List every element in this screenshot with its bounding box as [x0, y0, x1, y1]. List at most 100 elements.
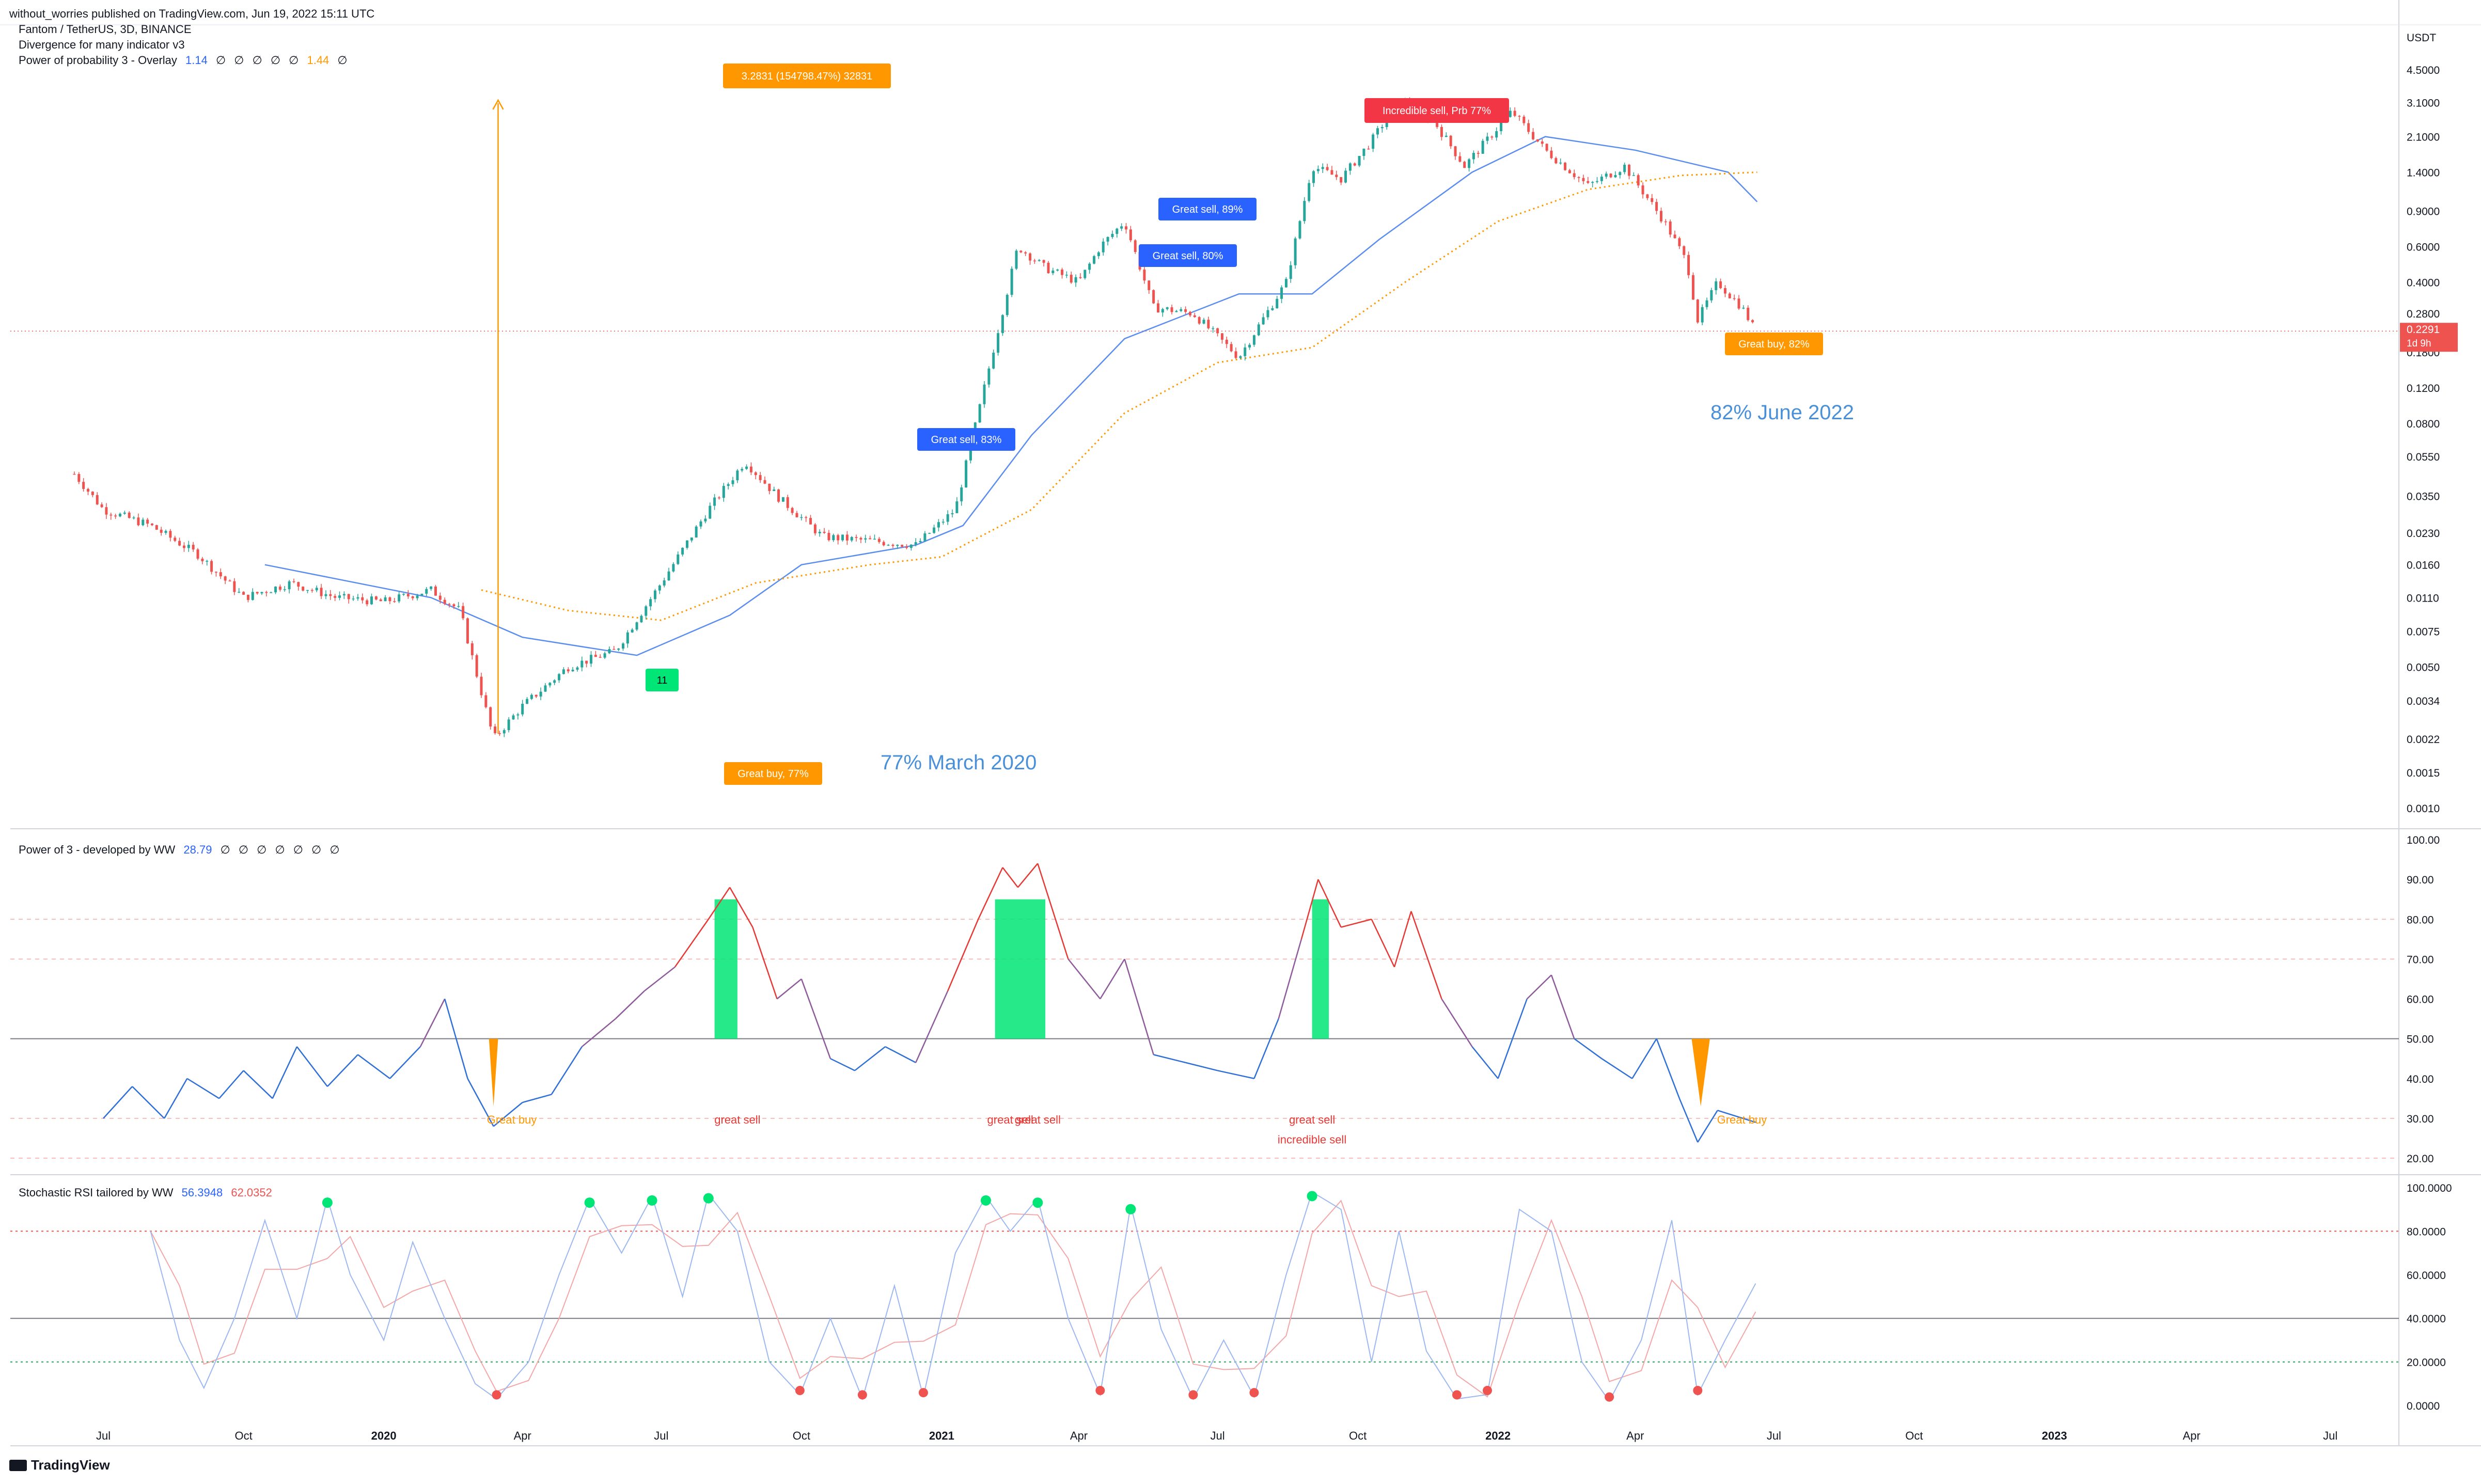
candle-body: [827, 533, 830, 541]
candle-body: [832, 535, 835, 541]
candle-body: [1362, 148, 1365, 156]
candle-body: [462, 606, 465, 619]
signal-label-text: Great sell, 80%: [1153, 250, 1223, 262]
power3-line-segment: [1317, 879, 1342, 928]
candle-body: [818, 531, 821, 533]
price-tick-label: 0.0022: [2407, 734, 2440, 746]
candle-body: [617, 649, 620, 650]
candle-body: [288, 581, 291, 590]
candle-body: [695, 526, 698, 538]
candle-body: [334, 596, 337, 598]
power3-line-segment: [132, 1086, 165, 1119]
candle-body: [823, 531, 826, 533]
candle-body: [909, 544, 913, 548]
candle-body: [1097, 252, 1100, 257]
candle-body: [292, 581, 295, 582]
time-tick-label: Apr: [1070, 1429, 1088, 1442]
candle-body: [96, 495, 99, 504]
power3-line-segment: [830, 1058, 855, 1071]
candle-body: [1472, 153, 1475, 160]
candle-body: [1573, 173, 1576, 177]
candle-body: [567, 669, 570, 672]
candle-body: [278, 587, 281, 590]
signal-label-text: 3.2831 (154798.47%) 32831: [742, 71, 873, 82]
candle-body: [759, 475, 762, 480]
candle-body: [983, 384, 986, 404]
candle-body: [1372, 134, 1375, 149]
candle-body: [599, 657, 602, 658]
power3-line-segment: [674, 919, 709, 968]
time-tick-label: 2020: [371, 1429, 397, 1442]
candle-body: [342, 594, 346, 596]
candle-body: [594, 655, 597, 657]
candle-body: [887, 545, 890, 546]
candle-body: [1664, 221, 1667, 223]
price-tick-label: 0.4000: [2407, 277, 2440, 289]
power3-line-segment: [800, 978, 831, 1059]
candle-body: [1156, 303, 1159, 313]
candle-body: [270, 592, 273, 593]
candle-body: [1134, 240, 1137, 252]
candle-body: [951, 513, 954, 514]
tradingview-logo[interactable]: TradingView: [9, 1457, 110, 1473]
candle-body: [1244, 347, 1247, 356]
candle-body: [379, 599, 382, 602]
candle-body: [480, 676, 483, 696]
candle-body: [1029, 253, 1032, 261]
signal-label-text: Great sell, 83%: [931, 434, 1002, 446]
candle-body: [1358, 155, 1361, 166]
price-tick-label: 2.1000: [2407, 132, 2440, 144]
candle-body: [329, 594, 332, 596]
empty-mark: ∅: [329, 843, 340, 856]
candle-body: [238, 592, 241, 593]
time-tick-label: Oct: [1349, 1429, 1367, 1442]
candle-body: [590, 655, 593, 664]
time-tick-label: Apr: [1626, 1429, 1644, 1442]
candle-body: [306, 590, 309, 591]
candle-body: [100, 504, 103, 508]
candle-body: [521, 704, 524, 715]
candle-body: [891, 545, 894, 546]
candle-body: [475, 655, 478, 677]
candle-body: [941, 522, 945, 523]
stoch-oversold-mark: [1605, 1392, 1614, 1402]
candle-body: [498, 733, 501, 734]
candle-body: [1651, 198, 1654, 202]
power3-line-segment: [164, 1078, 188, 1119]
candle-body: [434, 586, 437, 596]
empty-mark: ∅: [252, 54, 262, 67]
power3-buy-fill: [489, 1038, 498, 1107]
candle-body: [727, 484, 730, 486]
time-tick-label: Jul: [1211, 1429, 1225, 1442]
candle-body: [1234, 351, 1237, 358]
candle-body: [1564, 162, 1567, 170]
candle-body: [1449, 135, 1452, 147]
candle-body: [1321, 167, 1324, 169]
stoch-tick-label: 20.0000: [2407, 1357, 2446, 1369]
candle-body: [1298, 221, 1301, 239]
price-tick-label: 0.2800: [2407, 308, 2440, 320]
price-tick-label: 1.4000: [2407, 167, 2440, 179]
candle-body: [1481, 140, 1484, 154]
candle-body: [713, 497, 716, 506]
power3-tick-label: 100.00: [2407, 834, 2440, 846]
candle-body: [1641, 185, 1644, 195]
power3-line-segment: [1067, 958, 1101, 1000]
power3-tick-label: 60.00: [2407, 994, 2434, 1006]
candle-body: [1248, 344, 1251, 348]
candle-body: [448, 604, 451, 605]
candle-body: [544, 685, 547, 692]
candle-body: [877, 539, 881, 542]
candle-body: [731, 480, 734, 484]
candle-body: [1655, 202, 1658, 211]
candle-body: [791, 508, 794, 513]
stoch-tick-label: 60.0000: [2407, 1270, 2446, 1282]
candle-body: [1193, 315, 1196, 318]
candle-body: [1106, 237, 1109, 242]
power3-tick-label: 80.00: [2407, 914, 2434, 926]
candle-body: [1088, 263, 1091, 270]
candle-body: [901, 545, 904, 547]
tradingview-brand: TradingView: [31, 1457, 110, 1473]
indicator1-legend: Divergence for many indicator v3: [19, 38, 190, 52]
candle-body: [1577, 177, 1580, 178]
